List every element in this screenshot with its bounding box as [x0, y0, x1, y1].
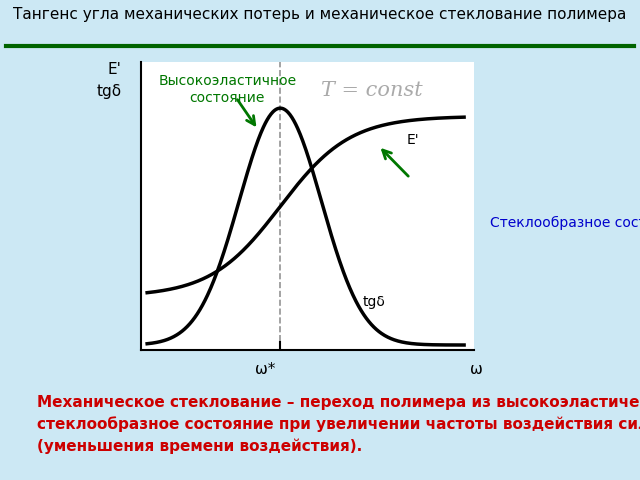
Text: Механическое стеклование – переход полимера из высокоэластического в
стеклообраз: Механическое стеклование – переход полим…	[37, 395, 640, 454]
Text: E': E'	[108, 62, 122, 77]
Text: E': E'	[407, 133, 420, 147]
Text: Высокоэластичное
состояние: Высокоэластичное состояние	[158, 74, 296, 105]
Text: ω*: ω*	[255, 362, 276, 377]
Text: ω: ω	[470, 362, 483, 377]
Text: tgδ: tgδ	[363, 295, 385, 309]
Text: T = const: T = const	[321, 81, 423, 100]
Text: Тангенс угла механических потерь и механическое стеклование полимера: Тангенс угла механических потерь и механ…	[13, 7, 627, 22]
Text: Стеклообразное состояние: Стеклообразное состояние	[490, 216, 640, 230]
Text: tgδ: tgδ	[97, 84, 122, 99]
